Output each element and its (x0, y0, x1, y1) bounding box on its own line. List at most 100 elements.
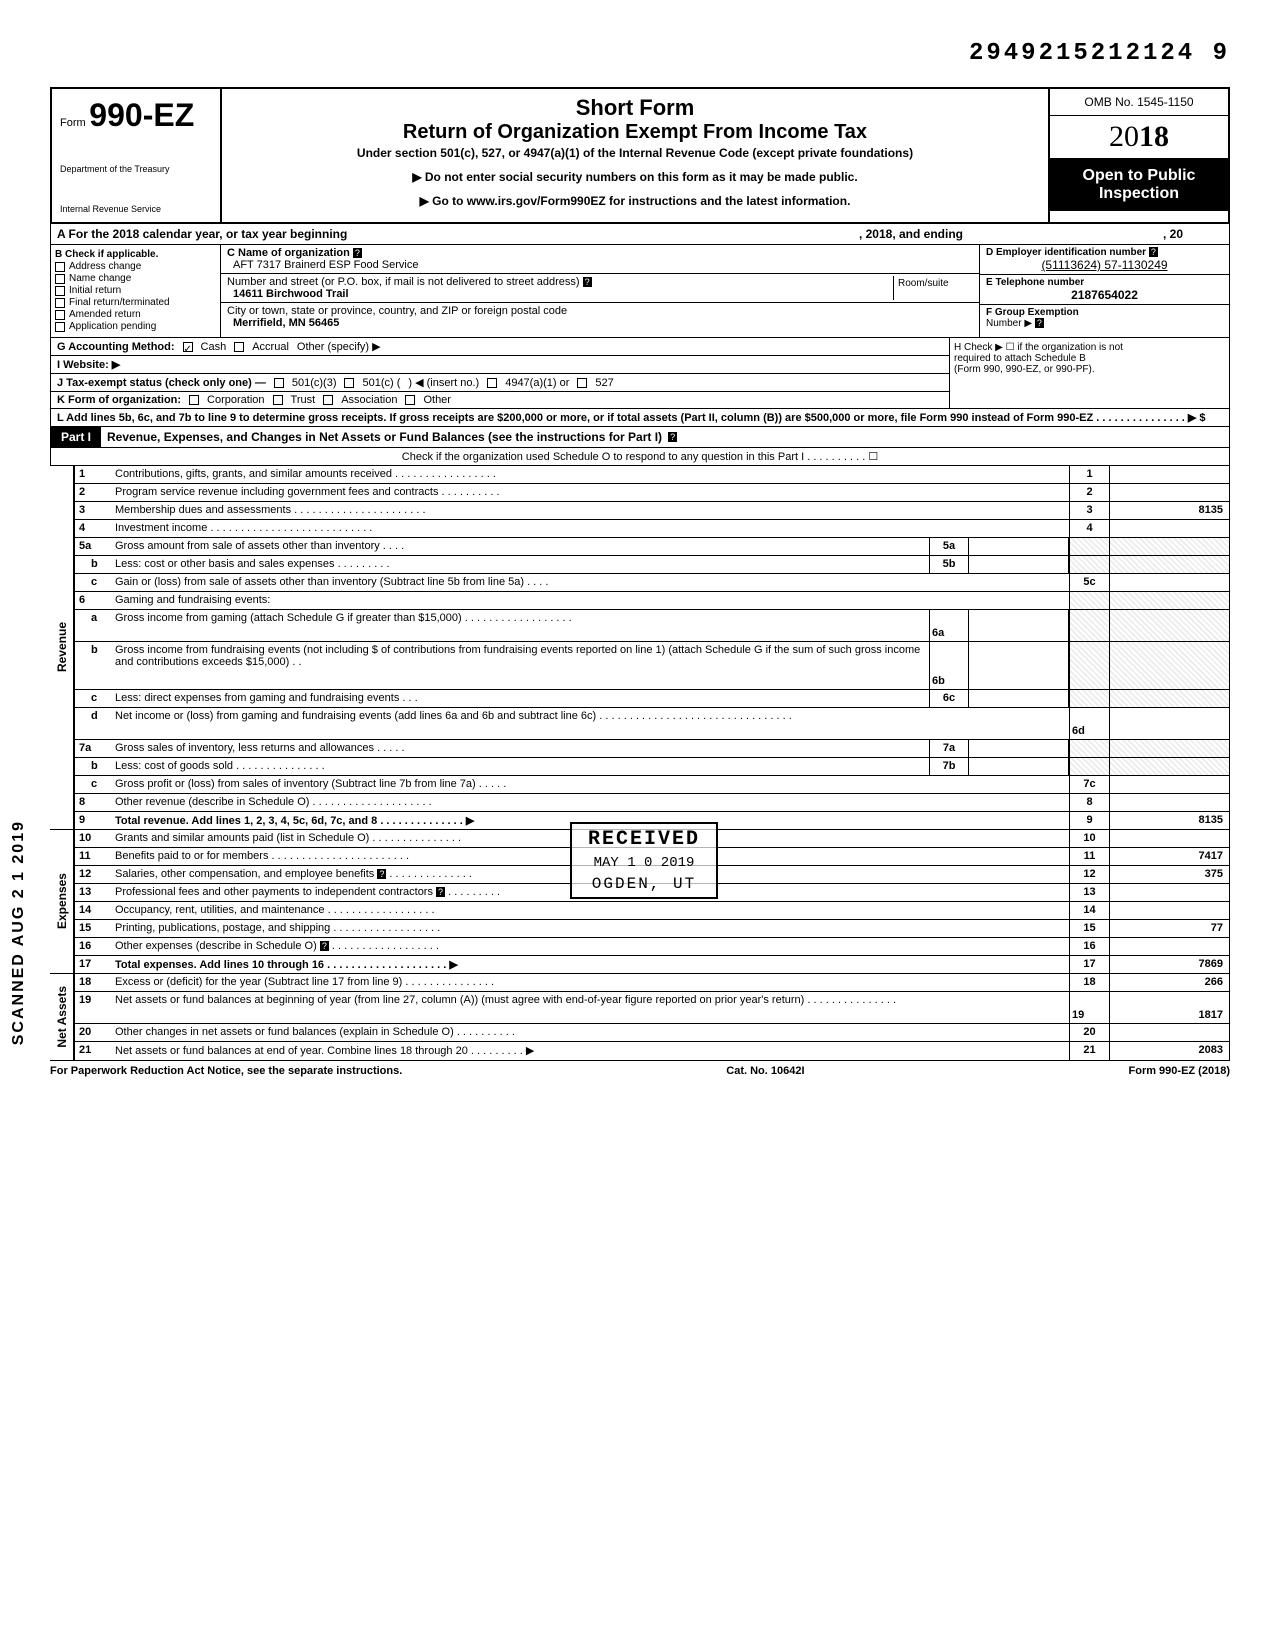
k-assoc-checkbox[interactable] (323, 395, 333, 405)
e-tel: 2187654022 (986, 288, 1223, 302)
line-11-num: 11 (75, 848, 111, 865)
line-16-num: 16 (75, 938, 111, 955)
line-6d-num: d (75, 708, 111, 739)
h-line1: H Check ▶ ☐ if the organization is not (954, 342, 1225, 353)
row-a-mid: , 2018, and ending (859, 227, 963, 241)
footer: For Paperwork Reduction Act Notice, see … (50, 1061, 1230, 1081)
j-insert: ) ◀ (insert no.) (408, 376, 479, 389)
line-17-num: 17 (75, 956, 111, 973)
j-4947-checkbox[interactable] (487, 378, 497, 388)
line-3-rnum: 3 (1069, 502, 1109, 519)
line-7a-box: 7a (929, 740, 969, 757)
l-text: L Add lines 5b, 6c, and 7b to line 9 to … (57, 411, 1206, 424)
line-8-desc: Other revenue (describe in Schedule O) .… (111, 794, 1069, 811)
form-id-box: Form 990-EZ Department of the Treasury I… (52, 89, 222, 222)
c-street-label: Number and street (or P.O. box, if mail … (227, 276, 580, 288)
b-name-change[interactable]: Name change (55, 273, 216, 284)
k-trust-checkbox[interactable] (273, 395, 283, 405)
c-street-value: 14611 Birchwood Trail (233, 288, 349, 300)
k-other-checkbox[interactable] (405, 395, 415, 405)
line-4-num: 4 (75, 520, 111, 537)
c-city-label: City or town, state or province, country… (227, 305, 567, 317)
part1-header-row: Part I Revenue, Expenses, and Changes in… (50, 427, 1230, 448)
j-501c-checkbox[interactable] (344, 378, 354, 388)
line-15-desc: Printing, publications, postage, and shi… (111, 920, 1069, 937)
k-corp: Corporation (207, 394, 264, 406)
line-2-num: 2 (75, 484, 111, 501)
c-name-label: C Name of organization (227, 247, 350, 259)
line-13-val (1109, 884, 1229, 901)
col-def: D Employer identification number ? (5111… (979, 245, 1229, 337)
line-20-desc: Other changes in net assets or fund bala… (111, 1024, 1069, 1041)
ssn-notice: ▶ Do not enter social security numbers o… (234, 170, 1036, 184)
form-right-box: OMB No. 1545-1150 2018 Open to Public In… (1048, 89, 1228, 222)
line-6d-rnum: 6d (1069, 708, 1109, 739)
omb-number: OMB No. 1545-1150 (1050, 89, 1228, 116)
line-16-desc: Other expenses (describe in Schedule O) … (111, 938, 1069, 955)
line-5c-rnum: 5c (1069, 574, 1109, 591)
room-suite: Room/suite (893, 276, 973, 300)
revenue-label: Revenue (50, 466, 74, 830)
g-accrual-checkbox[interactable] (234, 342, 244, 352)
stamp-received: RECEIVED (588, 828, 700, 851)
line-7c-desc: Gross profit or (loss) from sales of inv… (111, 776, 1069, 793)
e-label: E Telephone number (986, 277, 1084, 288)
return-title: Return of Organization Exempt From Incom… (234, 121, 1036, 144)
j-501c3-checkbox[interactable] (274, 378, 284, 388)
k-trust: Trust (291, 394, 316, 406)
line-14-val (1109, 902, 1229, 919)
line-19-desc: Net assets or fund balances at beginning… (111, 992, 1069, 1023)
c-city-value: Merrifield, MN 56465 (233, 317, 339, 329)
line-6c-num: c (75, 690, 111, 707)
j-527-checkbox[interactable] (577, 378, 587, 388)
line-4-val (1109, 520, 1229, 537)
b-final-return[interactable]: Final return/terminated (55, 297, 216, 308)
b-initial-return[interactable]: Initial return (55, 285, 216, 296)
line-19-val: 1817 (1109, 992, 1229, 1023)
line-6-num: 6 (75, 592, 111, 609)
line-6b-desc: Gross income from fundraising events (no… (111, 642, 929, 689)
c-name-value: AFT 7317 Brainerd ESP Food Service (233, 259, 418, 271)
form-title-box: Short Form Return of Organization Exempt… (222, 89, 1048, 222)
line-7b-box: 7b (929, 758, 969, 775)
help-icon: ? (353, 248, 362, 258)
line-7b-desc: Less: cost of goods sold . . . . . . . .… (111, 758, 929, 775)
dept-irs: Internal Revenue Service (60, 204, 212, 214)
b-amended[interactable]: Amended return (55, 309, 216, 320)
tax-year: 2018 (1050, 116, 1228, 159)
j-label: J Tax-exempt status (check only one) — (57, 377, 266, 389)
line-7a-desc: Gross sales of inventory, less returns a… (111, 740, 929, 757)
line-9-rnum: 9 (1069, 812, 1109, 829)
form-number: 990-EZ (89, 97, 194, 133)
line-5a-box: 5a (929, 538, 969, 555)
k-corp-checkbox[interactable] (189, 395, 199, 405)
line-10-num: 10 (75, 830, 111, 847)
line-20-num: 20 (75, 1024, 111, 1041)
line-14-desc: Occupancy, rent, utilities, and maintena… (111, 902, 1069, 919)
form-word: Form (60, 117, 86, 129)
form-page: 2949215212124 9 Form 990-EZ Department o… (0, 0, 1280, 1121)
line-6c-desc: Less: direct expenses from gaming and fu… (111, 690, 929, 707)
d-label: D Employer identification number (986, 247, 1146, 258)
line-17-val: 7869 (1109, 956, 1229, 973)
line-8-val (1109, 794, 1229, 811)
col-h: H Check ▶ ☐ if the organization is not r… (949, 338, 1229, 408)
line-2-desc: Program service revenue including govern… (111, 484, 1069, 501)
line-6a-box: 6a (929, 610, 969, 641)
k-label: K Form of organization: (57, 394, 181, 406)
line-5b-box: 5b (929, 556, 969, 573)
g-cash-checkbox[interactable] (183, 342, 193, 352)
line-1-num: 1 (75, 466, 111, 483)
line-2-rnum: 2 (1069, 484, 1109, 501)
scanned-stamp: SCANNED AUG 2 1 2019 (10, 820, 28, 1045)
j-4947: 4947(a)(1) or (505, 377, 569, 389)
line-1-val (1109, 466, 1229, 483)
d-ein: (51113624) 57-1130249 (986, 258, 1223, 272)
line-3-val: 8135 (1109, 502, 1229, 519)
j-501c3: 501(c)(3) (292, 377, 337, 389)
line-21-num: 21 (75, 1042, 111, 1060)
b-app-pending[interactable]: Application pending (55, 321, 216, 332)
expenses-block: Expenses 10Grants and similar amounts pa… (50, 830, 1230, 974)
b-address-change[interactable]: Address change (55, 261, 216, 272)
line-6a-desc: Gross income from gaming (attach Schedul… (111, 610, 929, 641)
